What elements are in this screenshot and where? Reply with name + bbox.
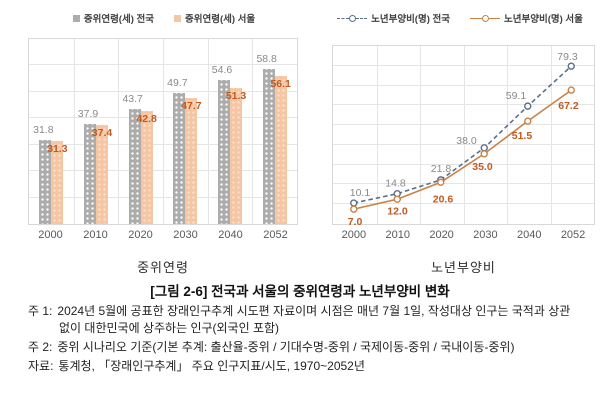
note-2: 주 2: 중위 시나리오 기준(기본 추계: 출산율-중위 / 기대수명-중위 /… [28,340,515,354]
value-label-seoul: 12.0 [387,205,408,217]
line-seoul [353,89,572,210]
bar-seoul-2030 [185,97,198,224]
value-label-national: 43.7 [122,92,143,105]
value-label-national: 21.8 [431,163,452,175]
value-label-seoul: 37.4 [91,127,113,140]
value-label-seoul: 51.3 [225,90,247,103]
bar-national-2010 [84,123,96,224]
data-point-marker [524,102,532,110]
median-age-plot: 31.8 31.3 37.9 37.4 43.7 42.8 49.7 47.7 54.6 51.3… [28,38,298,225]
x-tick-label: 2052 [560,229,586,241]
gridline [73,39,75,224]
gridline [118,39,120,224]
gridline [420,46,421,224]
legend-label-seoul: 중위연령(세) 서울 [185,14,256,25]
dependency-title: 노년부양비 [431,260,496,275]
value-label-national: 54.6 [211,63,233,76]
line-national [353,65,572,204]
legend-label-seoul: 노년부양비(명) 서울 [504,14,583,25]
data-point-marker [567,62,575,70]
gridline [550,46,552,224]
median-age-title: 중위연령 [137,260,189,275]
bar-national-2052 [262,68,275,224]
source-note: 자료: 통계청, 「장래인구추계」 주요 인구지표/시도, 1970~2052년 [28,359,365,373]
value-label-seoul: 20.6 [433,193,454,205]
value-label-seoul: 51.5 [512,130,533,142]
bar-seoul-2040 [230,88,242,224]
value-label-national: 38.0 [456,135,477,147]
legend-label-national: 노년부양비(명) 전국 [371,14,450,25]
data-point-marker [480,144,488,152]
data-point-marker [567,86,575,94]
x-tick-label: 2010 [385,229,410,241]
legend-item-national: 노년부양비(명) 전국 [337,11,450,25]
gridline [252,39,254,224]
value-label-seoul: 67.2 [558,100,579,112]
dependency-line-svg: 10.1 14.8 21.8 38.0 59.1 79.3 7.0 12.0 20.6 35.0 5… [348,51,579,228]
value-label-national: 31.8 [33,123,54,136]
dependency-x-axis: 2000 2010 2020 2030 2040 2052 [332,229,595,241]
value-label-seoul: 31.3 [47,143,68,156]
gridline [376,46,378,224]
bar-seoul-2000 [51,141,64,224]
data-point-marker [524,117,532,125]
value-label-national: 10.1 [350,187,371,199]
data-point-marker [350,199,358,207]
x-tick-label: 2040 [516,229,542,241]
x-tick-label: 2020 [128,229,153,241]
data-point-marker [480,150,488,158]
data-point-marker [350,205,358,213]
bar-seoul-2052 [274,75,287,224]
bar-national-2000 [39,139,52,224]
value-label-seoul: 42.8 [136,112,157,125]
gridline [507,46,508,224]
national-dashed-line-icon [337,14,368,22]
gridline [463,46,465,224]
note-1: 주 1: 2024년 5월에 공표한 장래인구추계 시도편 자료이며 시점은 매년… [28,304,571,335]
x-tick-label: 2030 [473,229,498,241]
data-point-marker [437,178,445,186]
value-label-national: 59.1 [506,90,527,102]
value-label-national: 37.9 [77,107,99,120]
figure-caption: [그림 2-6] 전국과 서울의 중위연령과 노년부양비 변화 [150,284,450,299]
data-point-marker [393,195,401,203]
bar-national-2030 [173,92,186,224]
value-label-national: 79.3 [557,51,578,63]
figure-notes: 주 1: 2024년 5월에 공표한 장래인구추계 시도편 자료이며 시점은 매년… [28,303,580,377]
dependency-legend: 노년부양비(명) 전국 노년부양비(명) 서울 [325,11,595,25]
value-label-seoul: 56.1 [270,77,291,90]
bar-national-2040 [218,79,230,224]
median-age-legend: 중위연령(세) 전국 중위연령(세) 서울 [25,11,303,25]
median-age-x-axis: 2000 2010 2020 2030 2040 2052 [28,229,298,241]
bar-national-2020 [128,108,141,224]
value-label-national: 58.8 [256,52,277,65]
legend-item-seoul: 중위연령(세) 서울 [174,11,255,25]
x-tick-label: 2000 [341,229,367,241]
gridline [163,39,164,224]
seoul-bar-swatch-icon [174,14,181,22]
dependency-plot: 10.1 14.8 21.8 38.0 59.1 79.3 7.0 12.0 20.6 35.0 5… [332,45,595,228]
value-label-seoul: 47.7 [181,99,202,112]
gridline [207,39,209,224]
value-label-seoul: 35.0 [472,161,493,173]
legend-item-national: 중위연령(세) 전국 [72,11,154,25]
x-tick-label: 2020 [429,229,454,241]
x-tick-label: 2030 [173,229,198,241]
bar-seoul-2020 [140,110,153,224]
value-label-national: 14.8 [385,178,406,190]
x-tick-label: 2010 [83,229,108,241]
legend-label-national: 중위연령(세) 전국 [83,14,154,25]
x-tick-label: 2040 [218,229,243,241]
seoul-solid-line-icon [470,14,500,22]
national-bar-swatch-icon [72,14,80,22]
bar-seoul-2010 [96,125,108,224]
legend-item-seoul: 노년부양비(명) 서울 [470,11,583,25]
x-tick-label: 2052 [263,229,288,241]
value-label-national: 49.7 [167,76,188,89]
x-tick-label: 2000 [38,229,63,241]
value-label-seoul: 7.0 [348,216,363,228]
